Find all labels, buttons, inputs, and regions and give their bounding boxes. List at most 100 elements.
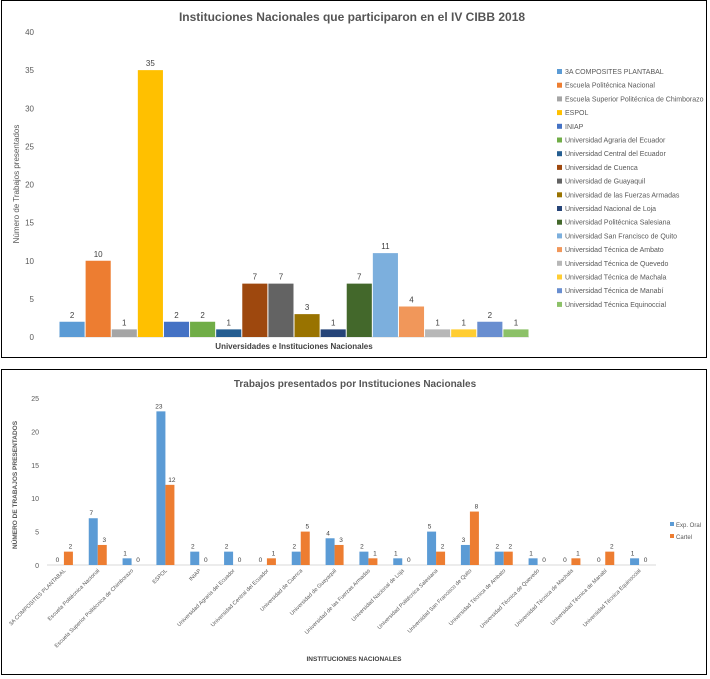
data-label: 1	[631, 550, 635, 557]
bar	[59, 321, 85, 337]
bar-cartel	[266, 558, 276, 565]
bar	[294, 314, 320, 337]
x-tick-label: Universidad Técnica Equinoccial	[582, 568, 642, 628]
bar-cartel	[469, 511, 479, 565]
data-label: 1	[226, 318, 231, 327]
bar-cartel	[165, 484, 175, 565]
y-tick-label: 20	[25, 181, 34, 190]
bar	[346, 283, 372, 337]
x-tick-label: Universidad Técnica de Manabí	[550, 568, 609, 627]
chart-works-svg: Trabajos presentados por Instituciones N…	[8, 379, 701, 663]
bar-cartel	[368, 558, 378, 565]
bar	[242, 283, 268, 337]
bar	[503, 329, 529, 337]
data-label: 35	[146, 59, 155, 68]
data-label: 0	[238, 557, 242, 564]
data-label: 7	[279, 273, 284, 282]
bar	[137, 70, 163, 337]
bar-exp-oral	[156, 411, 166, 565]
data-label: 2	[488, 311, 493, 320]
x-tick-label: Universidad Central del Ecuador	[210, 568, 270, 628]
data-label: 2	[200, 311, 205, 320]
x-tick-label: Universidad Técnica de Ambato	[448, 568, 507, 627]
bar	[398, 306, 425, 337]
data-label: 1	[576, 550, 580, 557]
data-label: 4	[409, 296, 414, 305]
data-label: 2	[292, 544, 296, 551]
y-tick-label: 30	[25, 104, 34, 113]
x-tick-label: Escuela Superior Politécnica de Chimbora…	[54, 568, 135, 649]
data-label: 7	[89, 510, 93, 517]
data-label: 2	[441, 544, 445, 551]
legend-swatch	[557, 274, 562, 280]
data-label: 0	[204, 557, 208, 564]
y-tick-label: 25	[25, 142, 34, 151]
x-tick-label: ESPOL	[152, 568, 169, 585]
y-tick-label: 15	[25, 219, 34, 228]
data-label: 0	[136, 557, 140, 564]
chart-title: Trabajos presentados por Instituciones N…	[234, 379, 477, 390]
data-label: 0	[644, 557, 648, 564]
legend-swatch	[557, 110, 562, 116]
data-label: 0	[407, 557, 411, 564]
x-axis-label: INSTITUCIONES NACIONALES	[307, 656, 403, 663]
legend-entry: Universidad de Guayaquil	[565, 179, 646, 186]
data-label: 1	[123, 550, 127, 557]
data-label: 5	[428, 524, 432, 531]
data-label: 1	[514, 318, 519, 327]
y-tick-label: 10	[31, 496, 39, 503]
bar-exp-oral	[325, 538, 335, 565]
x-tick-label: Universidad San Francisco de Quito	[407, 568, 474, 635]
data-label: 2	[225, 544, 229, 551]
legend-entry: Cartel	[676, 535, 692, 541]
legend-swatch	[557, 288, 562, 294]
y-tick-label: 15	[31, 463, 39, 470]
data-label: 12	[168, 477, 176, 484]
legend-swatch	[557, 82, 562, 88]
data-label: 0	[259, 557, 263, 564]
bar	[320, 329, 346, 337]
bar-cartel	[605, 551, 615, 565]
data-label: 3	[102, 537, 106, 544]
bar-exp-oral	[291, 551, 301, 565]
bar-cartel	[300, 531, 310, 565]
x-axis-label: Universidades e Instituciones Nacionales	[215, 342, 373, 351]
bar-exp-oral	[494, 551, 504, 565]
data-label: 2	[610, 544, 614, 551]
y-axis-label: NÚMERO DE TRABAJOS PRESENTADOS	[10, 420, 19, 549]
legend-swatch	[557, 206, 562, 211]
bar-cartel	[503, 551, 513, 565]
data-label: 4	[326, 530, 330, 537]
bar	[216, 329, 242, 337]
bar-exp-oral	[359, 551, 369, 565]
bar-cartel	[436, 551, 446, 565]
legend-swatch	[557, 301, 562, 307]
bar	[85, 260, 111, 337]
bar-cartel	[571, 558, 581, 565]
data-label: 7	[253, 273, 258, 282]
y-tick-label: 35	[25, 66, 34, 75]
bar-cartel	[63, 551, 73, 565]
legend-entry: Universidad Central del Ecuador	[565, 151, 666, 158]
legend-swatch	[670, 534, 674, 538]
legend-swatch	[557, 219, 562, 225]
legend-swatch	[557, 192, 562, 198]
data-label: 1	[529, 550, 533, 557]
legend-entry: Universidad de Cuenca	[565, 165, 638, 172]
data-label: 1	[272, 550, 276, 557]
data-label: 23	[155, 403, 163, 410]
y-tick-label: 20	[31, 429, 39, 436]
legend-entry: Universidad Técnica de Quevedo	[565, 261, 668, 268]
y-tick-label: 0	[30, 333, 35, 342]
y-tick-label: 25	[31, 396, 39, 403]
legend-entry: ESPOL	[565, 110, 588, 117]
data-label: 2	[70, 311, 75, 320]
x-tick-label: Universidad Agraria del Ecuador	[176, 568, 236, 628]
data-label: 2	[508, 544, 512, 551]
data-label: 1	[373, 550, 377, 557]
data-label: 3	[462, 537, 466, 544]
legend-swatch	[557, 178, 562, 184]
bar	[425, 329, 451, 337]
legend-entry: Universidad Técnica de Manabí	[565, 288, 663, 295]
data-label: 2	[360, 544, 364, 551]
